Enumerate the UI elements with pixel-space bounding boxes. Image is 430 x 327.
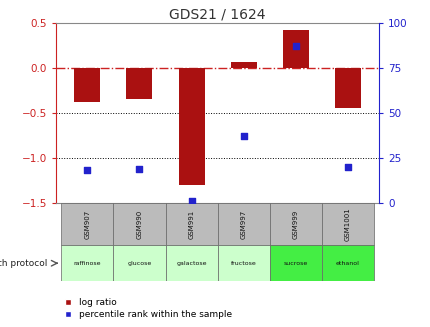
Title: GDS21 / 1624: GDS21 / 1624: [169, 8, 265, 22]
Bar: [113, 203, 165, 245]
Text: GSM991: GSM991: [188, 209, 194, 239]
Bar: [126, 68, 152, 99]
Bar: [61, 245, 113, 281]
Point: [240, 133, 246, 139]
Bar: [165, 203, 217, 245]
Bar: [269, 203, 321, 245]
Point: [344, 164, 350, 169]
Point: [188, 198, 195, 203]
Bar: [165, 245, 217, 281]
Text: GSM999: GSM999: [292, 209, 298, 239]
Point: [84, 168, 91, 173]
Bar: [321, 203, 373, 245]
Bar: [321, 245, 373, 281]
Text: sucrose: sucrose: [283, 261, 307, 266]
Bar: [230, 62, 256, 68]
Text: ethanol: ethanol: [335, 261, 359, 266]
Text: growth protocol: growth protocol: [0, 259, 47, 268]
Bar: [217, 203, 269, 245]
Text: raffinose: raffinose: [74, 261, 101, 266]
Text: GSM997: GSM997: [240, 209, 246, 239]
Bar: [269, 245, 321, 281]
Text: fructose: fructose: [230, 261, 256, 266]
Legend: log ratio, percentile rank within the sample: log ratio, percentile rank within the sa…: [60, 295, 235, 322]
Point: [292, 43, 298, 49]
Bar: [178, 68, 204, 185]
Text: galactose: galactose: [176, 261, 206, 266]
Bar: [217, 245, 269, 281]
Bar: [74, 68, 100, 102]
Text: GSM907: GSM907: [84, 209, 90, 239]
Bar: [334, 68, 360, 108]
Point: [136, 166, 143, 171]
Text: glucose: glucose: [127, 261, 151, 266]
Bar: [61, 203, 113, 245]
Bar: [282, 30, 308, 68]
Text: GSM1001: GSM1001: [344, 207, 350, 241]
Bar: [113, 245, 165, 281]
Text: GSM990: GSM990: [136, 209, 142, 239]
